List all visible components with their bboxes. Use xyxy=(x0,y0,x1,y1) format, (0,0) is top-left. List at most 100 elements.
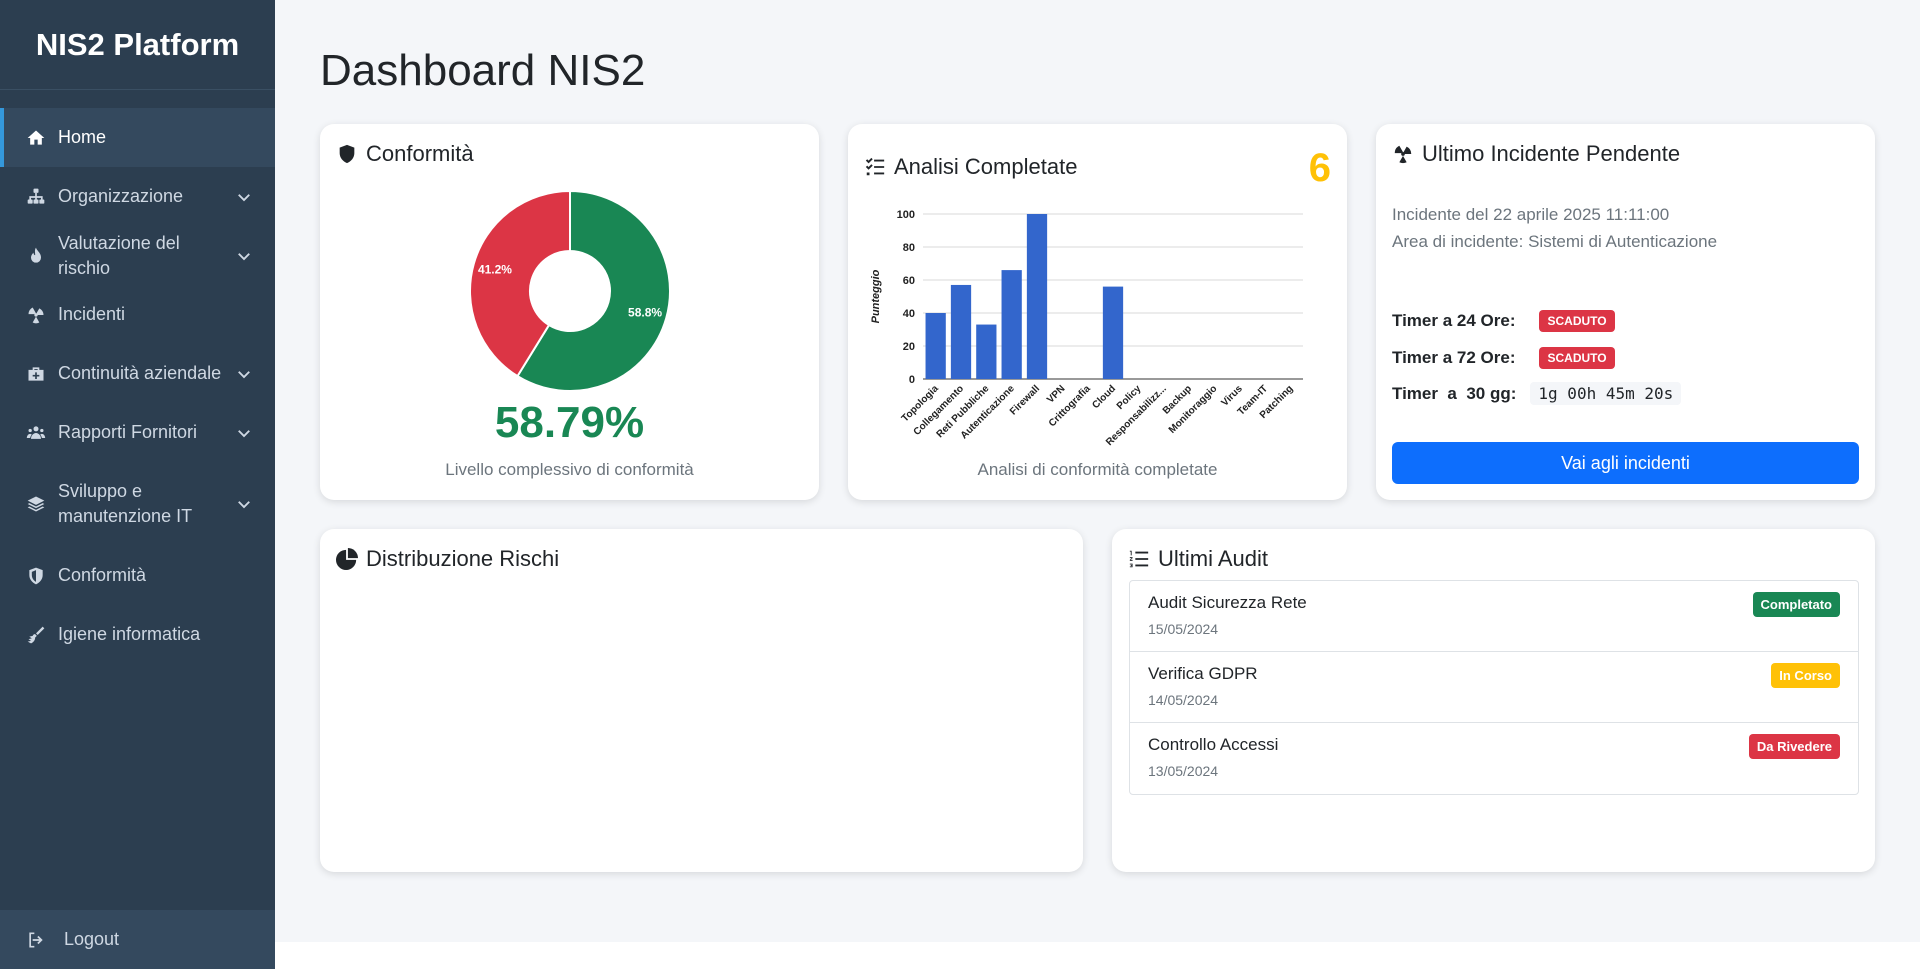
y-tick-label: 40 xyxy=(903,308,915,320)
distribuzione-rischi-card: Distribuzione Rischi xyxy=(320,529,1083,872)
sidebar-item-label: Igiene informatica xyxy=(58,624,201,644)
audit-date: 15/05/2024 xyxy=(1148,621,1219,637)
broom-icon xyxy=(24,623,48,647)
sidebar: NIS2 Platform Home Organizzazione Valuta… xyxy=(0,0,275,969)
timer-24-status-badge: SCADUTO xyxy=(1539,310,1615,332)
sidebar-item-organizzazione[interactable]: Organizzazione xyxy=(0,167,275,226)
y-tick-label: 0 xyxy=(909,374,915,386)
conformita-subtitle: Livello complessivo di conformità xyxy=(445,460,694,479)
donut-slice xyxy=(469,189,571,378)
list-item[interactable]: Controllo Accessi 13/05/2024 Da Rivedere xyxy=(1130,723,1858,794)
sidebar-nav: Home Organizzazione Valutazione del risc… xyxy=(0,108,275,664)
layers-icon xyxy=(24,492,48,516)
bar xyxy=(950,284,972,379)
timer-30-label: Timer a 30 gg: xyxy=(1392,383,1517,403)
radiation-icon xyxy=(1394,145,1412,164)
chevron-down-icon[interactable] xyxy=(235,247,253,265)
y-tick-label: 100 xyxy=(897,209,915,221)
audit-name: Audit Sicurezza Rete xyxy=(1148,593,1307,612)
card-title: Ultimi Audit xyxy=(1128,546,1268,572)
conformita-card: Conformità 58.8% 41.2% 58.79% Livello com… xyxy=(320,124,819,500)
bar xyxy=(1026,214,1048,379)
logout-button[interactable]: Logout xyxy=(0,910,275,969)
sidebar-item-fornitori[interactable]: Rapporti Fornitori xyxy=(0,403,275,462)
status-badge: Da Rivedere xyxy=(1748,734,1840,759)
chevron-down-icon[interactable] xyxy=(235,188,253,206)
vai-agli-incidenti-button[interactable]: Vai agli incidenti xyxy=(1392,442,1859,484)
timer-72-row: Timer a 72 Ore: SCADUTO xyxy=(1392,347,1615,369)
sidebar-item-label: Home xyxy=(58,127,107,147)
sidebar-item-igiene[interactable]: Igiene informatica xyxy=(0,605,275,664)
sitemap-icon xyxy=(24,185,48,209)
conformita-donut-chart: 58.8% 41.2% xyxy=(469,189,671,392)
logout-icon xyxy=(29,932,43,947)
sidebar-item-label: Incidenti xyxy=(58,304,126,324)
incidente-card: Ultimo Incidente Pendente Incidente del … xyxy=(1376,124,1875,500)
sidebar-item-continuita[interactable]: Continuità aziendale xyxy=(0,344,275,403)
sidebar-item-sviluppo-it[interactable]: Sviluppo e manutenzione IT xyxy=(0,462,275,546)
list-item[interactable]: Audit Sicurezza Rete 15/05/2024 Completa… xyxy=(1130,581,1858,652)
timer-30-value: 1g 00h 45m 20s xyxy=(1530,382,1682,405)
status-badge: In Corso xyxy=(1771,663,1840,688)
bar xyxy=(976,324,997,379)
sidebar-item-label: Sviluppo e manutenzione IT xyxy=(58,481,193,526)
list-item[interactable]: Verifica GDPR 14/05/2024 In Corso xyxy=(1130,652,1858,723)
x-tick-label: VPN xyxy=(1045,383,1067,405)
donut-slice-label: 41.2% xyxy=(478,263,512,277)
shield-icon xyxy=(24,564,48,588)
fire-icon xyxy=(24,244,48,268)
chevron-down-icon[interactable] xyxy=(235,495,253,513)
analisi-title: Analisi Completate xyxy=(894,154,1078,179)
sidebar-item-home[interactable]: Home xyxy=(0,108,275,167)
chevron-down-icon[interactable] xyxy=(235,424,253,442)
card-title: Analisi Completate xyxy=(864,154,1077,180)
distribuzione-title: Distribuzione Rischi xyxy=(366,546,560,571)
card-title: Ultimo Incidente Pendente xyxy=(1392,141,1680,167)
incidente-title: Ultimo Incidente Pendente xyxy=(1422,141,1681,166)
audit-list: Audit Sicurezza Rete 15/05/2024 Completa… xyxy=(1129,580,1859,795)
sidebar-item-valutazione-rischio[interactable]: Valutazione del rischio xyxy=(0,226,275,285)
incidente-date: Incidente del 22 aprile 2025 11:11:00 xyxy=(1392,205,1670,224)
page-footer-strip xyxy=(275,942,1920,969)
card-title: Distribuzione Rischi xyxy=(336,546,559,572)
y-axis-label: Punteggio xyxy=(870,269,882,323)
sidebar-item-label: Continuità aziendale xyxy=(58,363,222,383)
users-icon xyxy=(24,421,48,445)
audit-name: Controllo Accessi xyxy=(1148,735,1279,754)
timer-24-label: Timer a 24 Ore: xyxy=(1392,311,1516,330)
chevron-down-icon[interactable] xyxy=(235,365,253,383)
y-tick-label: 20 xyxy=(903,341,915,353)
sidebar-item-label: Valutazione del rischio xyxy=(58,232,180,278)
analisi-card: Analisi Completate 6 0 20 40 60 80 100 Puntegg… xyxy=(848,124,1347,500)
ultimi-audit-card: Ultimi Audit Audit Sicurezza Rete 15/05/… xyxy=(1112,529,1875,872)
y-tick-label: 60 xyxy=(903,275,915,287)
pie-chart-icon xyxy=(336,548,358,570)
sidebar-item-conformita[interactable]: Conformità xyxy=(0,546,275,605)
audit-date: 13/05/2024 xyxy=(1148,763,1219,779)
home-icon xyxy=(24,126,48,150)
conformita-percent: 58.79% xyxy=(494,398,645,447)
bar xyxy=(925,313,946,379)
donut-slice-label: 58.8% xyxy=(628,305,662,319)
briefcase-medical-icon xyxy=(24,362,48,386)
conformita-title: Conformità xyxy=(366,141,474,166)
bar xyxy=(1001,270,1022,379)
timer-72-status-badge: SCADUTO xyxy=(1539,347,1615,369)
logout-label: Logout xyxy=(64,929,120,949)
timer-24-row: Timer a 24 Ore: SCADUTO xyxy=(1392,310,1615,332)
brand-title: NIS2 Platform xyxy=(0,0,275,90)
sidebar-item-incidenti[interactable]: Incidenti xyxy=(0,285,275,344)
page-title: Dashboard NIS2 xyxy=(320,46,646,95)
analisi-count: 6 xyxy=(1308,146,1331,190)
shield-icon xyxy=(339,144,355,164)
x-tick-label: Cloud xyxy=(1090,383,1118,411)
bar xyxy=(1102,286,1124,379)
list-ol-icon xyxy=(1129,550,1149,568)
card-title: Conformità xyxy=(336,141,474,167)
audit-title: Ultimi Audit xyxy=(1158,546,1269,571)
audit-date: 14/05/2024 xyxy=(1148,692,1219,708)
analisi-bar-chart: 020406080100PunteggioTopologiaCollegamen… xyxy=(870,209,1303,448)
sidebar-item-label: Conformità xyxy=(58,565,147,585)
timer-72-label: Timer a 72 Ore: xyxy=(1392,348,1516,367)
list-check-icon xyxy=(865,157,885,176)
